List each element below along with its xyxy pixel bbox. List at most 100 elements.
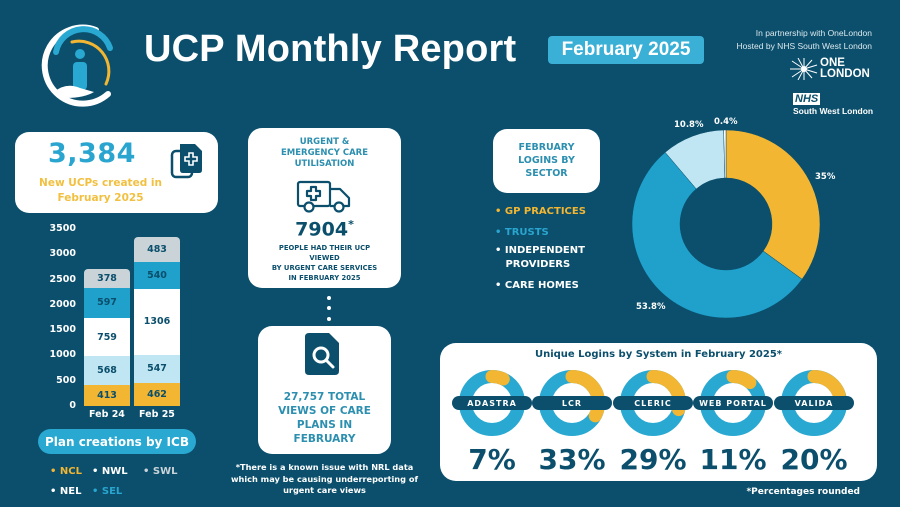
bar-segment-nel: 568 bbox=[84, 356, 130, 386]
system-label-cleric: CLERIC bbox=[613, 396, 693, 410]
bar-segment-swl: 483 bbox=[134, 237, 180, 262]
icb-legend-nel: • NEL bbox=[50, 486, 82, 497]
system-label-web-portal: WEB PORTAL bbox=[693, 396, 773, 410]
ring-share-arc bbox=[459, 370, 525, 436]
bar-segment-ncl: 413 bbox=[84, 385, 130, 406]
ambulance-icon bbox=[296, 180, 351, 213]
title-line: SECTOR bbox=[525, 168, 568, 179]
bar-segment-nel: 547 bbox=[134, 354, 180, 383]
system-percentage: 33% bbox=[538, 443, 606, 476]
caption-line: February 2025 bbox=[57, 192, 144, 204]
ring-share-arc bbox=[781, 370, 847, 436]
title-line: EMERGENCY CARE bbox=[280, 148, 369, 158]
logins-by-system-title: Unique Logins by System in February 2025… bbox=[534, 349, 783, 360]
new-ucps-caption: New UCPs created in February 2025 bbox=[33, 176, 168, 206]
urgent-care-caption: PEOPLE HAD THEIR UCP VIEWED BY URGENT CA… bbox=[252, 243, 397, 283]
icb-legend-nwl: • NWL bbox=[92, 466, 128, 477]
icb-legend-ncl: • NCL bbox=[50, 466, 82, 477]
bar-segment-sel: 540 bbox=[134, 261, 180, 289]
caption-line: IN FEBRUARY 2025 bbox=[288, 274, 361, 282]
total-views-text: 27,757 TOTAL VIEWS OF CARE PLANS IN FEBR… bbox=[258, 390, 391, 446]
logins-by-sector-title: FEBRUARY LOGINS BY SECTOR bbox=[493, 141, 600, 180]
icb-legend-swl: • SWL bbox=[143, 466, 178, 477]
system-label-valida: VALIDA bbox=[774, 396, 854, 410]
sector-legend-gp: • GP PRACTICES bbox=[495, 206, 586, 217]
donut-slice-label: 0.4% bbox=[714, 117, 738, 127]
views-line: 27,757 TOTAL bbox=[283, 391, 366, 403]
note-line: *There is a known issue with NRL data bbox=[235, 462, 414, 472]
nhs-logo: NHS bbox=[793, 93, 821, 105]
title-line: FEBRUARY bbox=[518, 142, 575, 153]
connector-dot bbox=[327, 306, 331, 310]
legend-label: INDEPENDENT bbox=[504, 245, 585, 256]
urgent-care-card bbox=[248, 128, 401, 288]
y-tick-label: 0 bbox=[69, 400, 76, 411]
onelondon-line2: LONDON bbox=[820, 68, 870, 80]
report-title: UCP Monthly Report bbox=[144, 28, 517, 70]
y-tick-label: 3500 bbox=[49, 223, 76, 234]
views-line: VIEWS OF CARE bbox=[278, 405, 371, 417]
x-tick-label: Feb 25 bbox=[139, 409, 175, 420]
y-tick-label: 2000 bbox=[49, 298, 76, 310]
views-line: PLANS IN bbox=[296, 419, 353, 431]
urgent-care-value: 7904* bbox=[248, 218, 401, 240]
legend-label: CARE HOMES bbox=[504, 280, 579, 291]
connector-dot bbox=[327, 296, 331, 300]
donut-slice-label: 35% bbox=[815, 172, 836, 182]
bar-segment-sel: 597 bbox=[84, 287, 130, 318]
bar-segment-nwl: 1306 bbox=[134, 288, 180, 355]
connector-dot bbox=[327, 317, 331, 321]
title-line: URGENT & bbox=[299, 137, 350, 147]
ring-share-arc bbox=[700, 370, 766, 436]
system-percentage: 29% bbox=[619, 443, 687, 476]
note-line: urgent care views bbox=[283, 485, 366, 495]
nrl-data-note: *There is a known issue with NRL data wh… bbox=[222, 462, 427, 497]
onelondon-burst-icon bbox=[790, 58, 818, 80]
sector-legend-trusts: • TRUSTS bbox=[495, 227, 549, 238]
partner-text: In partnership with OneLondon Hosted by … bbox=[737, 27, 872, 53]
icb-legend-sel: • SEL bbox=[92, 486, 123, 497]
donut-slice-label: 10.8% bbox=[674, 120, 704, 130]
views-line: FEBRUARY bbox=[293, 433, 356, 445]
ucp-logo bbox=[41, 24, 113, 107]
caption-line: New UCPs created in bbox=[39, 177, 162, 189]
sector-legend-independent: • INDEPENDENT PROVIDERS bbox=[495, 245, 585, 270]
logins-by-sector-card bbox=[493, 129, 600, 193]
note-line: which may be causing underreporting of bbox=[230, 473, 419, 484]
donut-slice-label: 53.8% bbox=[636, 302, 666, 312]
legend-label: GP PRACTICES bbox=[504, 206, 586, 217]
urgent-care-title: URGENT & EMERGENCY CARE UTILISATION bbox=[248, 137, 401, 170]
document-search-icon bbox=[305, 333, 339, 375]
system-percentage: 20% bbox=[780, 443, 848, 476]
sector-donut-chart bbox=[631, 129, 821, 319]
y-tick-label: 3000 bbox=[49, 248, 76, 260]
legend-label: PROVIDERS bbox=[505, 259, 571, 270]
x-tick-label: Feb 24 bbox=[89, 409, 125, 420]
month-badge: February 2025 bbox=[548, 36, 704, 64]
nhs-region: South West London bbox=[793, 106, 874, 116]
system-percentage: 11% bbox=[699, 443, 767, 476]
new-ucps-value: 3,384 bbox=[48, 138, 136, 169]
donut-slice-care-homes bbox=[723, 129, 727, 179]
footnote-marker: * bbox=[348, 218, 354, 231]
bar-segment-nwl: 759 bbox=[84, 318, 130, 357]
title-line: LOGINS BY bbox=[518, 155, 575, 166]
percentages-rounded-note: *Percentages rounded bbox=[746, 487, 860, 497]
system-label-lcr: LCR bbox=[532, 396, 612, 410]
bar-segment-ncl: 462 bbox=[134, 382, 180, 406]
caption-line: PEOPLE HAD THEIR UCP bbox=[278, 244, 371, 252]
system-label-adastra: ADASTRA bbox=[452, 396, 532, 410]
caption-line: BY URGENT CARE SERVICES bbox=[271, 264, 378, 272]
onelondon-logo-text: ONE LONDON bbox=[820, 57, 870, 80]
system-percentage: 7% bbox=[468, 443, 516, 476]
document-plus-icon bbox=[170, 144, 202, 179]
plan-creations-by-icb-label: Plan creations by ICB bbox=[38, 429, 196, 454]
y-tick-label: 1000 bbox=[49, 349, 76, 361]
donut-slice-gp-practices bbox=[725, 129, 821, 280]
y-tick-label: 500 bbox=[56, 374, 76, 386]
partner-line: In partnership with OneLondon bbox=[755, 28, 872, 38]
urgent-care-number: 7904 bbox=[295, 218, 349, 241]
caption-line: VIEWED bbox=[309, 254, 340, 262]
hosted-line: Hosted by NHS South West London bbox=[736, 41, 872, 51]
onelondon-line1: ONE bbox=[820, 57, 845, 69]
